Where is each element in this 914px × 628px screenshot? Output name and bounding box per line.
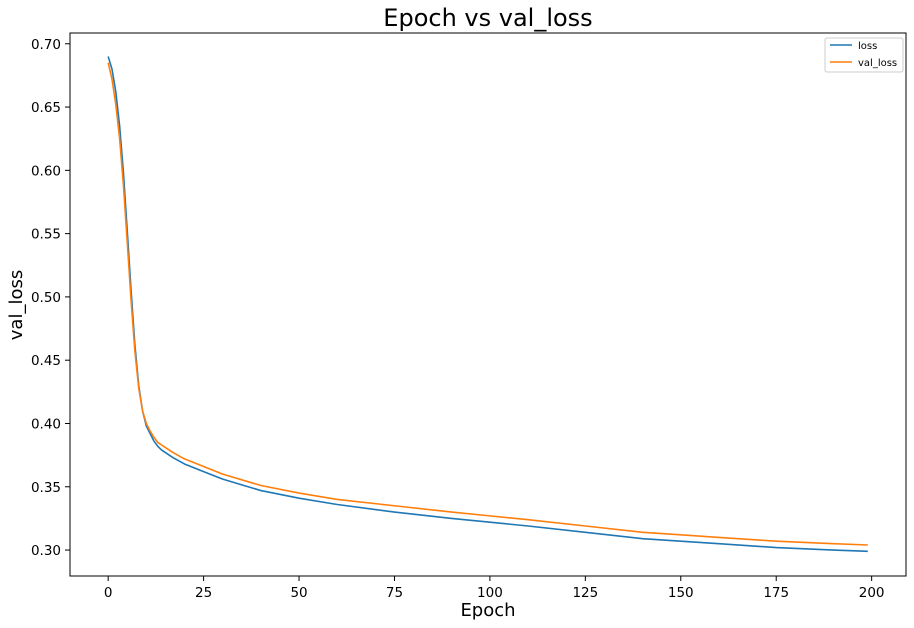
- x-axis-label: Epoch: [460, 600, 515, 621]
- x-tick-label: 125: [572, 585, 598, 601]
- y-axis-label: val_loss: [6, 270, 27, 340]
- legend-label-loss: loss: [858, 41, 877, 52]
- x-tick-label: 175: [763, 585, 789, 601]
- plot-frame: [69, 32, 907, 577]
- axes-layer: 0 25 50 75 100 125 150 175 200 0.30 0.35 0.40 0.45 0.…: [31, 37, 885, 601]
- legend: loss val_loss: [824, 37, 904, 73]
- x-tick-label: 150: [668, 585, 694, 601]
- legend-label-val-loss: val_loss: [858, 58, 897, 69]
- x-tick-label: 100: [477, 585, 503, 601]
- y-tick-label: 0.50: [31, 290, 61, 306]
- y-tick-label: 0.70: [31, 37, 61, 53]
- x-tick-label: 200: [859, 585, 885, 601]
- y-tick-label: 0.55: [31, 227, 61, 243]
- series-line-val-loss: [107, 62, 868, 546]
- y-tick-label: 0.65: [31, 100, 61, 116]
- y-tick-label: 0.40: [31, 416, 61, 432]
- series-layer: [107, 56, 868, 553]
- x-tick-label: 75: [386, 585, 403, 601]
- legend-box: [824, 37, 904, 73]
- y-tick-label: 0.30: [31, 543, 61, 559]
- y-tick-label: 0.45: [31, 353, 61, 369]
- y-tick-label: 0.60: [31, 163, 61, 179]
- y-tick-label: 0.35: [31, 480, 61, 496]
- x-tick-label: 50: [290, 585, 307, 601]
- x-tick-label: 0: [104, 585, 113, 601]
- chart-title: Epoch vs val_loss: [383, 4, 592, 32]
- x-tick-label: 25: [195, 585, 212, 601]
